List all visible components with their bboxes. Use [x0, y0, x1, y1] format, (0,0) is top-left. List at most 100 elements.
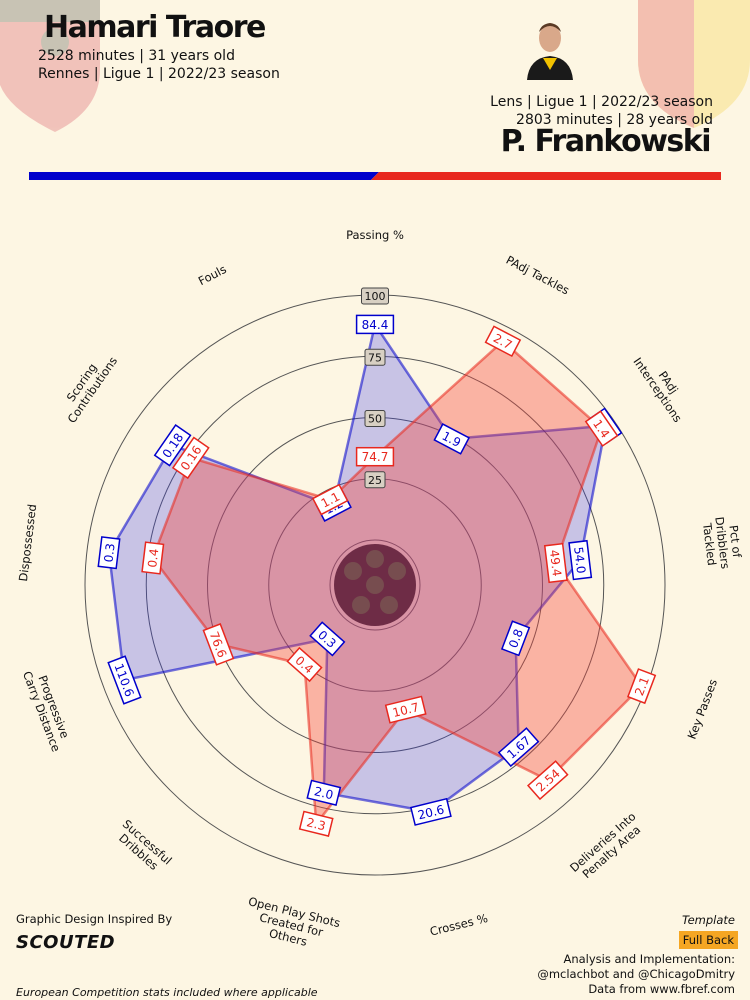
frankowski-value-label-group: 0.4 [141, 541, 165, 575]
analysis-credit-line: @mclachbot and @ChicagoDmitry [537, 967, 735, 981]
metric-label-group: Crosses % [428, 911, 489, 939]
metric-label: Passing % [346, 228, 404, 242]
traore-value-label-box [500, 620, 531, 657]
metric-label: Dribblers [712, 516, 732, 570]
traore-value-label-box [309, 621, 346, 657]
traore-value-label-box [568, 539, 593, 581]
frankowski-value-label: 10.7 [391, 700, 420, 720]
traore-value-label-group: 2.0 [306, 779, 342, 806]
traore-value-label: 0.8 [506, 627, 526, 650]
traore-value-label-box [497, 727, 540, 768]
template-label: Template [681, 913, 735, 927]
traore-value-label-box [153, 424, 192, 467]
soccer-ball-patch [388, 562, 406, 580]
metric-label: Key Passes [685, 677, 720, 741]
soccer-ball-patch [366, 576, 384, 594]
frankowski-value-label-group: 2.3 [298, 810, 334, 837]
player1-club-league-season: Rennes | Ligue 1 | 2022/23 season [38, 66, 280, 82]
design-credit-title: Graphic Design Inspired By [16, 912, 173, 926]
frankowski-value-label-group: 2.1 [626, 668, 657, 705]
scale-tick-box [361, 287, 389, 305]
frankowski-value-label-box [311, 483, 349, 516]
traore-value-label-box [107, 655, 142, 705]
radar-inner-ring [329, 539, 421, 631]
frankowski-value-label-box [384, 695, 427, 724]
frankowski-value-label-group: 10.7 [384, 695, 427, 724]
traore-value-label-group: 0.3 [309, 621, 346, 657]
player1-name: Hamari Traore [44, 10, 266, 45]
traore-value-label-group: 0.3 [97, 536, 121, 570]
template-badge: Full Back [678, 931, 738, 949]
metric-label: Fouls [196, 262, 229, 288]
player1-minutes-age: 2528 minutes | 31 years old [38, 48, 235, 64]
traore-value-label: 0.3 [101, 542, 117, 563]
frankowski-value-label-group: 49.4 [543, 542, 568, 584]
frankowski-value-label-group: 74.7 [355, 446, 395, 467]
soccer-ball-patch [352, 596, 370, 614]
metric-label-group: Key Passes [685, 677, 720, 741]
traore-value-label-box [355, 314, 395, 335]
rennes-crest-icon [0, 0, 100, 132]
soccer-ball-patch [344, 562, 362, 580]
frankowski-value-label-group: 1.1 [311, 483, 349, 516]
scale-tick-label: 25 [368, 474, 382, 487]
frankowski-value-label-box [202, 623, 235, 666]
comparison-divider-bar [29, 172, 721, 180]
metric-label: Tackled [700, 521, 719, 566]
player-photo-icon [527, 23, 573, 80]
traore-value-label-group: 20.6 [409, 797, 452, 826]
frankowski-value-label-box [626, 668, 657, 705]
metric-label: Dispossessed [16, 503, 39, 582]
scale-tick-box [364, 410, 386, 427]
metric-label: Pct of [726, 524, 744, 559]
traore-value-label-box [306, 779, 342, 806]
frankowski-value-label: 74.7 [362, 450, 389, 464]
traore-value-label: 20.6 [416, 802, 445, 822]
scouted-logo: SCOUTED [16, 932, 116, 953]
traore-value-label-group: 1.9 [433, 423, 471, 455]
soccer-ball-patch [366, 550, 384, 568]
player2-minutes-age: 2803 minutes | 28 years old [516, 112, 713, 128]
analysis-credit: Analysis and Implementation: @mclachbot … [537, 952, 735, 997]
frankowski-value-label-box [355, 446, 395, 467]
scale-tick-label: 100 [365, 290, 386, 303]
lens-crest-icon [638, 0, 750, 128]
scale-tick-box [364, 348, 386, 366]
traore-value-label-box [409, 797, 452, 826]
frankowski-value-label: 0.4 [145, 548, 161, 569]
metric-label: Crosses % [428, 911, 489, 939]
metric-label: PAdj Tackles [504, 253, 572, 298]
frankowski-value-label-box [484, 325, 522, 358]
player2-name: P. Frankowski [500, 124, 712, 159]
traore-value-label: 54.0 [571, 546, 588, 574]
series-traore-area [107, 323, 607, 814]
frankowski-value-label-group: 1.4 [584, 410, 619, 447]
frankowski-value-label-box [298, 810, 334, 837]
metric-label-group: Fouls [196, 262, 229, 288]
traore-value-label: 84.4 [362, 318, 389, 332]
scale-tick-label: 75 [368, 351, 382, 364]
traore-value-label-box [433, 423, 471, 455]
frankowski-value-label: 2.3 [305, 815, 327, 833]
metric-label-group: Dispossessed [16, 503, 39, 582]
traore-value-label-box [97, 536, 121, 570]
analysis-credit-line: Data from www.fbref.com [588, 982, 735, 996]
traore-value-label-group: 0.8 [500, 620, 531, 657]
frankowski-value-label-box [526, 760, 569, 801]
metric-label-group: Passing % [346, 228, 404, 242]
frankowski-value-label-box [171, 436, 210, 480]
frankowski-value-label-group: 0.4 [286, 646, 323, 683]
frankowski-value-label-group: 2.7 [484, 325, 522, 358]
metric-label-group: PAdj Tackles [504, 253, 572, 298]
frankowski-value-label-box [543, 542, 568, 584]
scale-tick-label: 50 [368, 413, 382, 426]
player2-club-league-season: Lens | Ligue 1 | 2022/23 season [490, 94, 713, 110]
frankowski-value-label: 49.4 [547, 549, 564, 577]
